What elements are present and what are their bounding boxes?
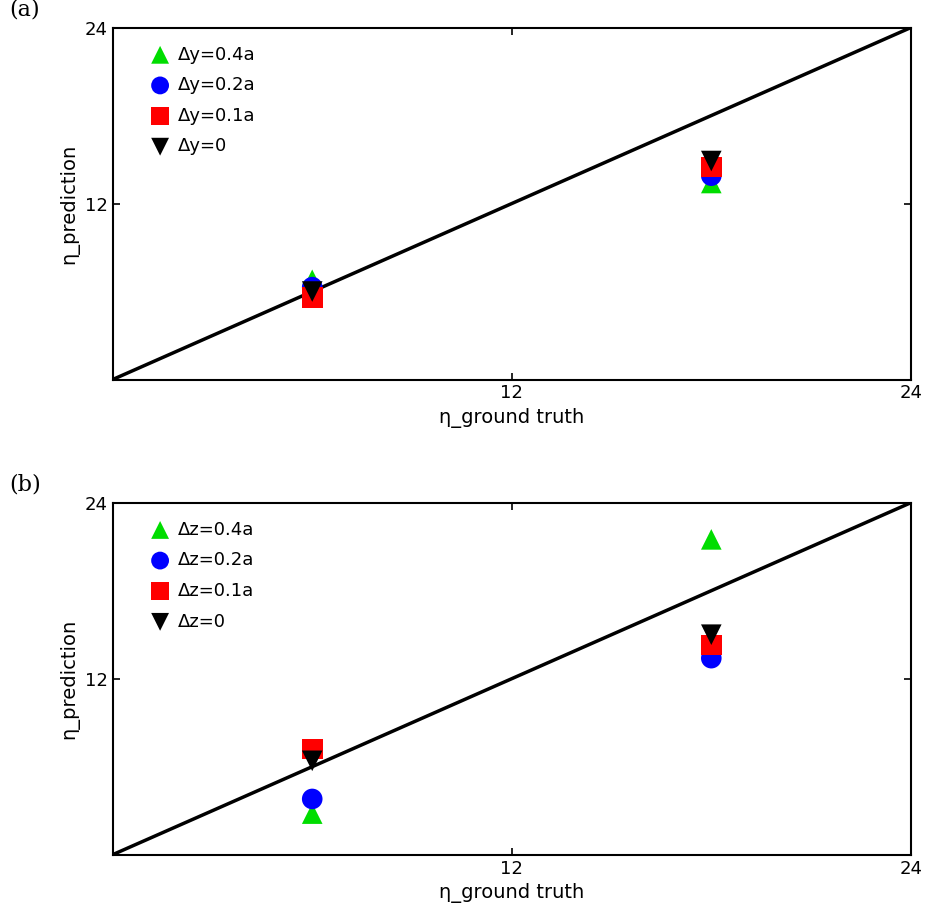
Legend: Δy=0.4a, Δy=0.2a, Δy=0.1a, Δy=0: Δy=0.4a, Δy=0.2a, Δy=0.1a, Δy=0 [146,40,261,161]
Point [304,791,319,806]
Point [704,628,719,642]
Text: (b): (b) [8,473,40,495]
Point [704,168,719,183]
X-axis label: η_ground truth: η_ground truth [439,883,584,903]
Point [704,176,719,190]
Point [304,754,319,768]
Text: (a): (a) [8,0,39,20]
Point [304,290,319,305]
Point [304,279,319,294]
Point [304,742,319,756]
Point [304,806,319,821]
Point [704,532,719,547]
Y-axis label: η_prediction: η_prediction [59,143,79,264]
Point [304,272,319,287]
X-axis label: η_ground truth: η_ground truth [439,408,584,428]
Point [704,638,719,652]
Point [704,651,719,665]
Legend: Δz=0.4a, Δz=0.2a, Δz=0.1a, Δz=0: Δz=0.4a, Δz=0.2a, Δz=0.1a, Δz=0 [146,516,260,636]
Point [304,284,319,299]
Point [704,160,719,175]
Point [704,153,719,168]
Y-axis label: η_prediction: η_prediction [59,618,79,739]
